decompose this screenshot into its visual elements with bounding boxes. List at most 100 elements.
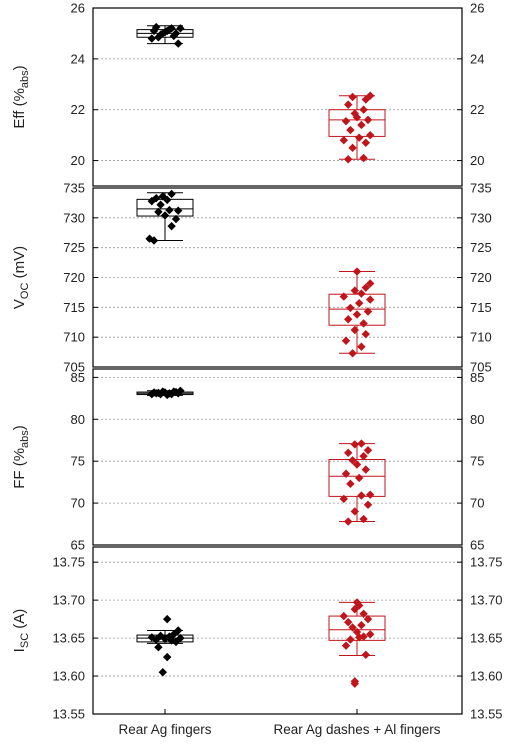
y-tick-label-right: 13.60 (470, 669, 503, 684)
data-point (352, 627, 362, 637)
y-axis-label: FF (%abs) (11, 425, 31, 489)
panel-3: 65 65 70 70 75 75 80 80 85 85 FF (%abs) (11, 368, 484, 553)
data-point (366, 91, 375, 100)
y-tick-label-left: 24 (71, 51, 85, 66)
data-point (174, 626, 183, 635)
data-point (348, 456, 357, 465)
data-point (341, 469, 351, 478)
data-point (357, 491, 366, 500)
data-point (339, 292, 348, 301)
y-tick-label-right: 13.75 (470, 555, 503, 570)
data-point (147, 34, 156, 43)
y-tick-label-right: 26 (470, 1, 484, 16)
y-tick-label-left: 75 (71, 454, 85, 469)
y-tick-label-right: 13.55 (470, 707, 503, 722)
data-point (344, 448, 353, 458)
data-point (344, 617, 353, 627)
panel-4: 13.55 13.55 13.60 13.60 13.65 13.65 13.70 13.70… (11, 546, 503, 722)
data-point (357, 439, 366, 448)
data-point (359, 153, 368, 163)
data-point (348, 92, 357, 102)
data-point (352, 310, 362, 319)
data-point (154, 643, 163, 652)
data-point (350, 677, 359, 686)
data-point (176, 386, 185, 395)
data-point (348, 143, 357, 153)
y-tick-label-left: 13.70 (52, 593, 85, 608)
y-tick-label-right: 75 (470, 454, 484, 469)
data-point (341, 116, 351, 126)
box-body (328, 615, 386, 641)
y-tick-label-right: 720 (470, 270, 492, 285)
data-point (355, 633, 364, 642)
data-point (344, 155, 353, 164)
box-2 (328, 95, 386, 160)
data-point (165, 205, 174, 215)
data-point (165, 632, 174, 641)
data-point (350, 325, 359, 335)
data-point (158, 668, 167, 677)
y-axis-label: VOC (mV) (11, 246, 31, 309)
y-tick-label-left: 70 (71, 496, 85, 511)
data-point (171, 214, 181, 224)
panel-frame (92, 187, 463, 368)
panel-2: 705 705 710 710 715 715 720 720 725 725 730 730 735 7… (11, 181, 492, 375)
y-tick-label-right: 715 (470, 300, 492, 315)
y-tick-label-left: 710 (63, 330, 85, 345)
y-tick-label-left: 705 (63, 360, 85, 375)
data-point (350, 286, 359, 295)
y-tick-label-right: 70 (470, 496, 484, 511)
panel-frame (92, 368, 463, 546)
y-tick-label-right: 13.65 (470, 631, 503, 646)
data-point (348, 349, 357, 358)
y-tick-label-left: 735 (63, 181, 85, 196)
data-point (167, 24, 176, 33)
y-tick-label-left: 80 (71, 412, 85, 427)
data-point (346, 125, 355, 135)
data-point (160, 211, 170, 220)
y-tick-label-right: 85 (470, 370, 484, 385)
data-point (163, 652, 172, 662)
data-point (355, 601, 364, 610)
data-point (167, 189, 176, 199)
panel-frame (92, 546, 463, 715)
data-point (359, 632, 368, 641)
y-tick-label-left: 13.65 (52, 631, 85, 646)
data-point (348, 623, 357, 632)
data-point (147, 633, 156, 642)
data-point (156, 631, 165, 641)
y-tick-label-right: 705 (470, 360, 492, 375)
data-point (350, 109, 359, 118)
data-point (359, 514, 368, 524)
y-tick-label-right: 24 (470, 51, 484, 66)
data-point (154, 207, 163, 217)
data-point (366, 279, 375, 288)
y-tick-label-right: 725 (470, 240, 492, 255)
y-tick-label-left: 13.55 (52, 707, 85, 722)
data-point (167, 221, 176, 231)
data-point (359, 105, 368, 114)
data-point (363, 614, 373, 624)
data-point (156, 200, 165, 209)
data-point (149, 26, 159, 36)
data-point (346, 479, 355, 489)
data-point (163, 614, 172, 624)
data-point (174, 206, 183, 215)
data-point (158, 192, 167, 201)
data-point (366, 130, 375, 140)
data-point (344, 100, 353, 109)
data-point (363, 500, 373, 509)
y-tick-label-left: 26 (71, 1, 85, 16)
y-tick-label-left: 725 (63, 240, 85, 255)
data-point (357, 120, 366, 130)
data-point (363, 446, 373, 455)
panel-frame (92, 7, 463, 187)
data-point (363, 115, 373, 125)
y-tick-label-right: 730 (470, 210, 492, 225)
data-point (152, 193, 161, 203)
y-axis-label: Eff (%abs) (11, 65, 31, 128)
data-point (363, 307, 373, 316)
data-point (366, 295, 375, 304)
data-point (352, 598, 362, 607)
